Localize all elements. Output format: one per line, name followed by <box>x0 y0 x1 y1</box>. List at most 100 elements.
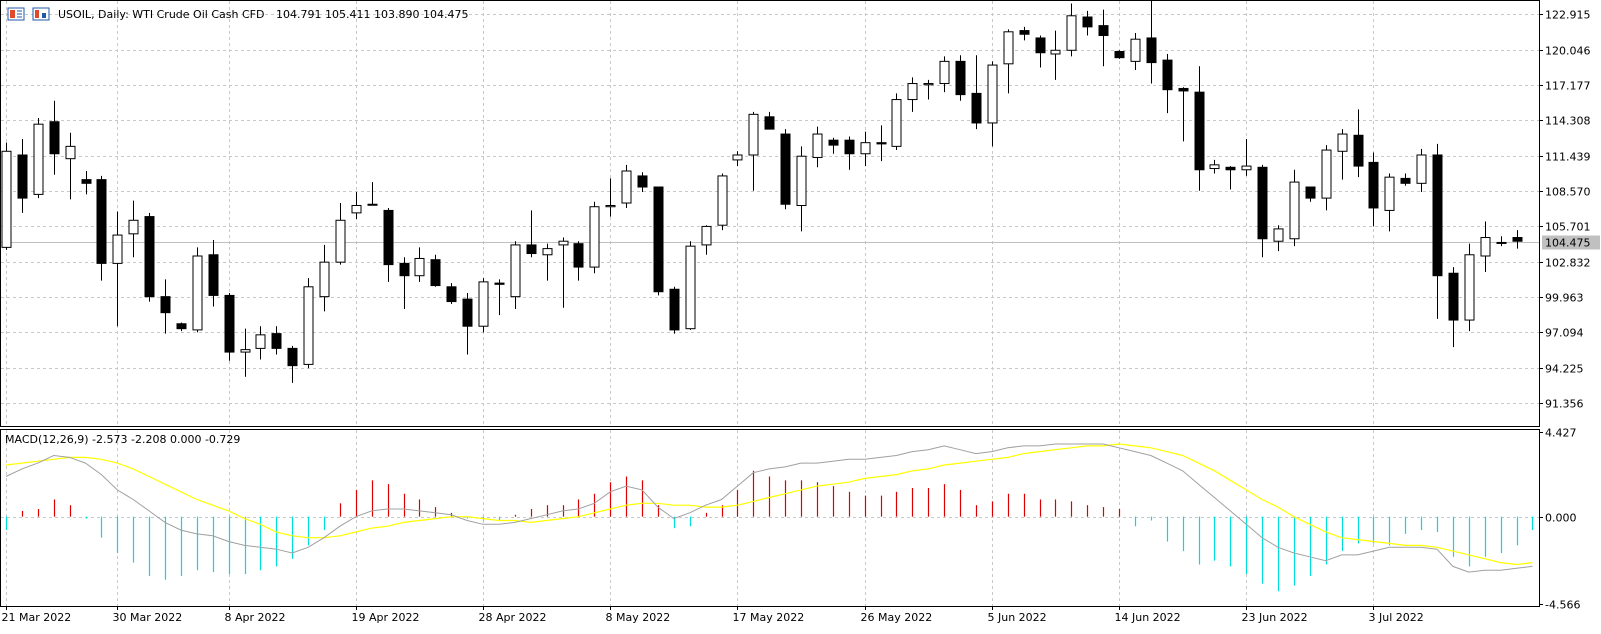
candle[interactable] <box>1384 173 1395 232</box>
candle[interactable] <box>1416 148 1427 192</box>
candle[interactable] <box>1162 53 1173 114</box>
candle[interactable] <box>1432 143 1443 319</box>
candle[interactable] <box>176 322 187 332</box>
candle[interactable] <box>335 203 346 265</box>
chart-type-icon[interactable] <box>7 7 25 21</box>
candle[interactable] <box>510 241 521 309</box>
candle[interactable] <box>17 138 28 213</box>
candle[interactable] <box>1368 152 1379 227</box>
candle[interactable] <box>1464 243 1475 332</box>
candle[interactable] <box>255 326 266 360</box>
candle[interactable] <box>1289 169 1300 247</box>
candle[interactable] <box>1480 221 1491 273</box>
candle[interactable] <box>828 137 839 154</box>
candle[interactable] <box>717 173 728 231</box>
candle[interactable] <box>1 142 12 250</box>
candle[interactable] <box>621 164 632 208</box>
candle[interactable] <box>144 212 155 302</box>
candle[interactable] <box>860 131 871 167</box>
candle[interactable] <box>605 178 616 217</box>
candle[interactable] <box>1194 66 1205 191</box>
candle[interactable] <box>876 125 887 162</box>
candle[interactable] <box>1019 26 1030 41</box>
candle[interactable] <box>240 328 251 377</box>
candle[interactable] <box>96 175 107 281</box>
candle[interactable] <box>478 278 489 333</box>
candle[interactable] <box>542 243 553 281</box>
candle[interactable] <box>1241 138 1252 176</box>
candlestick-series[interactable] <box>1 0 1523 383</box>
candle[interactable] <box>1146 0 1157 84</box>
candle[interactable] <box>49 100 60 175</box>
candle[interactable] <box>208 239 219 307</box>
candle[interactable] <box>1496 236 1507 247</box>
candle[interactable] <box>1098 9 1109 67</box>
candle[interactable] <box>1225 166 1236 190</box>
candle[interactable] <box>65 132 76 200</box>
candle[interactable] <box>414 247 425 282</box>
candle[interactable] <box>112 211 123 327</box>
candle[interactable] <box>430 254 441 287</box>
candle[interactable] <box>271 326 282 355</box>
candle[interactable] <box>1114 50 1125 59</box>
candle[interactable] <box>1035 35 1046 68</box>
candle[interactable] <box>351 191 362 220</box>
candle[interactable] <box>1130 33 1141 70</box>
candle[interactable] <box>399 257 410 309</box>
candle[interactable] <box>573 241 584 281</box>
candle[interactable] <box>1178 87 1189 142</box>
candle[interactable] <box>303 278 314 369</box>
candle[interactable] <box>558 237 569 308</box>
candle[interactable] <box>224 292 235 361</box>
candle[interactable] <box>383 207 394 282</box>
candle[interactable] <box>494 279 505 316</box>
candle[interactable] <box>319 244 330 312</box>
candle[interactable] <box>780 129 791 210</box>
indicator-list-icon[interactable] <box>32 7 50 21</box>
candle[interactable] <box>462 292 473 355</box>
candle[interactable] <box>1003 29 1014 94</box>
candle[interactable] <box>1400 173 1411 186</box>
candle[interactable] <box>653 186 664 296</box>
candle[interactable] <box>732 151 743 167</box>
candle[interactable] <box>1050 30 1061 80</box>
candle[interactable] <box>33 118 44 199</box>
candle[interactable] <box>844 136 855 170</box>
candle[interactable] <box>1257 164 1268 258</box>
candle[interactable] <box>589 201 600 274</box>
candle[interactable] <box>1512 230 1523 249</box>
candle[interactable] <box>446 283 457 305</box>
candle[interactable] <box>1066 3 1077 57</box>
candle[interactable] <box>1321 145 1332 211</box>
candle[interactable] <box>891 93 902 151</box>
candle[interactable] <box>1353 109 1364 178</box>
candle[interactable] <box>160 279 171 334</box>
candle[interactable] <box>987 61 998 147</box>
candle[interactable] <box>128 200 139 258</box>
candle[interactable] <box>796 146 807 232</box>
candle[interactable] <box>1273 225 1284 252</box>
candle[interactable] <box>1209 159 1220 174</box>
candle[interactable] <box>685 241 696 330</box>
candle[interactable] <box>81 171 92 195</box>
candle[interactable] <box>1082 10 1093 36</box>
candle[interactable] <box>287 345 298 383</box>
candle[interactable] <box>748 111 759 191</box>
candle[interactable] <box>1448 267 1459 348</box>
candle[interactable] <box>526 210 537 258</box>
candle[interactable] <box>907 77 918 112</box>
candle[interactable] <box>955 55 966 101</box>
candle[interactable] <box>971 55 982 130</box>
candle[interactable] <box>764 111 775 130</box>
candle[interactable] <box>192 247 203 333</box>
candle[interactable] <box>701 225 712 255</box>
candle[interactable] <box>1305 186 1316 202</box>
candle[interactable] <box>1337 129 1348 180</box>
candle[interactable] <box>367 182 378 206</box>
candle[interactable] <box>812 126 823 168</box>
candle[interactable] <box>669 286 680 334</box>
candle[interactable] <box>923 79 934 100</box>
candle[interactable] <box>939 56 950 93</box>
candle[interactable] <box>637 172 648 192</box>
